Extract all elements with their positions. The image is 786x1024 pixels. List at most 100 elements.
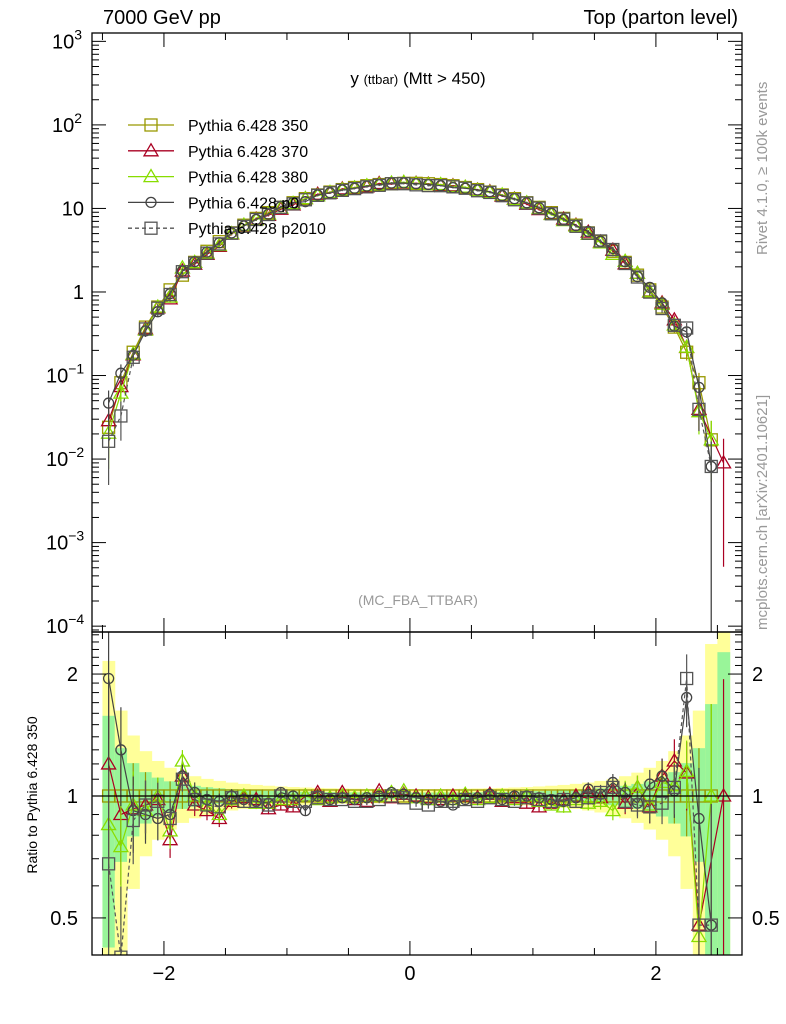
data-point bbox=[163, 287, 177, 302]
ratio-point bbox=[459, 793, 471, 806]
y-tick-label: 10−2 bbox=[46, 444, 84, 471]
data-point bbox=[175, 265, 190, 279]
data-point bbox=[237, 219, 251, 233]
y-tick-base: 10 bbox=[46, 366, 68, 388]
ratio-frame bbox=[91, 631, 743, 956]
plot-title: y (ttbar) (Mtt > 450) bbox=[350, 69, 485, 88]
y-tick-label: 102 bbox=[52, 110, 82, 137]
y-tick-label: 10−1 bbox=[46, 361, 84, 388]
data-point bbox=[261, 207, 276, 222]
data-point bbox=[198, 244, 216, 259]
data-point bbox=[395, 173, 412, 188]
data-point bbox=[101, 434, 116, 448]
y-tick-exponent: −1 bbox=[68, 361, 84, 377]
data-point bbox=[309, 185, 326, 200]
legend-marker bbox=[144, 118, 158, 132]
legend-label: Pythia 6.428 380 bbox=[188, 170, 308, 187]
ratio-point bbox=[261, 798, 276, 812]
series-main-p2010 bbox=[101, 177, 718, 632]
data-point bbox=[114, 409, 128, 423]
ratio-y-label: Ratio to Pythia 6.428 350 bbox=[24, 716, 40, 873]
data-point bbox=[151, 301, 165, 315]
legend-label: Pythia 6.428 350 bbox=[188, 118, 308, 135]
data-point bbox=[324, 187, 336, 199]
data-point bbox=[126, 350, 140, 364]
data-point bbox=[496, 190, 508, 202]
data-point bbox=[457, 178, 474, 193]
ratio-point bbox=[272, 791, 289, 806]
series-main-p0 bbox=[102, 177, 717, 632]
mcplots-label: mcplots.cern.ch [arXiv:2401.10621] bbox=[754, 395, 771, 630]
y-tick-exponent: −3 bbox=[68, 528, 84, 544]
data-point bbox=[580, 223, 597, 238]
y-tick-base: 10 bbox=[52, 31, 74, 53]
ratio-point bbox=[321, 793, 339, 807]
y-tick-label: 10−3 bbox=[46, 528, 84, 555]
ratio-tick-label: 1 bbox=[67, 786, 78, 808]
data-point bbox=[680, 321, 694, 335]
header-right: Top (parton level) bbox=[583, 7, 738, 29]
legend-label: Pythia 6.428 p2010 bbox=[188, 221, 326, 238]
y-tick-label: 103 bbox=[52, 26, 82, 53]
data-point bbox=[643, 285, 657, 299]
data-point bbox=[432, 176, 449, 191]
data-point bbox=[138, 322, 153, 336]
ratio-point bbox=[115, 744, 127, 756]
data-point bbox=[655, 301, 669, 316]
ratio-point bbox=[212, 800, 226, 814]
legend-marker bbox=[144, 221, 158, 235]
legend-label: Pythia 6.428 p0 bbox=[188, 195, 299, 212]
series-line bbox=[108, 183, 712, 467]
data-point bbox=[619, 256, 631, 268]
ratio-point bbox=[102, 672, 115, 685]
ratio-tick-label: 2 bbox=[67, 664, 78, 686]
ratio-point bbox=[211, 806, 228, 821]
data-point bbox=[569, 219, 583, 233]
ratio-point bbox=[606, 780, 620, 795]
y-tick-exponent: 2 bbox=[74, 110, 82, 126]
y-tick-base: 10 bbox=[46, 533, 68, 555]
legend-label: Pythia 6.428 370 bbox=[188, 144, 308, 161]
data-point bbox=[692, 402, 706, 417]
analysis-label: (MC_FBA_TTBAR) bbox=[358, 592, 478, 608]
data-point bbox=[557, 212, 571, 226]
y-tick-base: 10 bbox=[46, 616, 68, 638]
ratio-line bbox=[108, 678, 712, 955]
ratio-tick-label: 0.5 bbox=[50, 908, 78, 930]
ratio-point bbox=[101, 857, 116, 871]
ratio-point bbox=[604, 802, 621, 817]
x-tick-label: 2 bbox=[650, 963, 661, 985]
data-point bbox=[188, 256, 202, 270]
y-tick-exponent: −2 bbox=[68, 444, 84, 460]
ratio-point bbox=[112, 838, 130, 853]
rivet-label: Rivet 4.1.0, ≥ 100k events bbox=[754, 82, 771, 255]
ratio-point bbox=[496, 793, 508, 806]
x-tick-label: 0 bbox=[404, 963, 415, 985]
header-left: 7000 GeV pp bbox=[103, 7, 221, 29]
ratio-point bbox=[163, 811, 177, 826]
ratio-point bbox=[656, 770, 668, 782]
series-ratio-370 bbox=[100, 679, 732, 955]
ratio-point bbox=[644, 778, 656, 790]
y-tick-exponent: −4 bbox=[68, 611, 84, 627]
data-point bbox=[715, 454, 732, 469]
y-tick-base: 10 bbox=[52, 115, 74, 137]
ratio-tick-label-right: 2 bbox=[752, 664, 763, 686]
data-point bbox=[212, 237, 226, 251]
ratio-tick-label-right: 1 bbox=[752, 786, 763, 808]
y-tick-base: 10 bbox=[46, 449, 68, 471]
ratio-point bbox=[680, 671, 694, 686]
data-point bbox=[115, 367, 127, 379]
y-tick-label: 1 bbox=[73, 282, 84, 304]
ratio-point bbox=[592, 793, 609, 807]
data-point bbox=[618, 256, 632, 271]
legend-marker bbox=[142, 168, 160, 183]
data-point bbox=[112, 384, 130, 399]
ratio-point bbox=[667, 780, 682, 795]
x-tick-label: −2 bbox=[153, 963, 176, 985]
y-tick-label: 10 bbox=[62, 198, 84, 220]
data-point bbox=[592, 234, 609, 249]
y-tick-label: 10−4 bbox=[46, 611, 84, 638]
